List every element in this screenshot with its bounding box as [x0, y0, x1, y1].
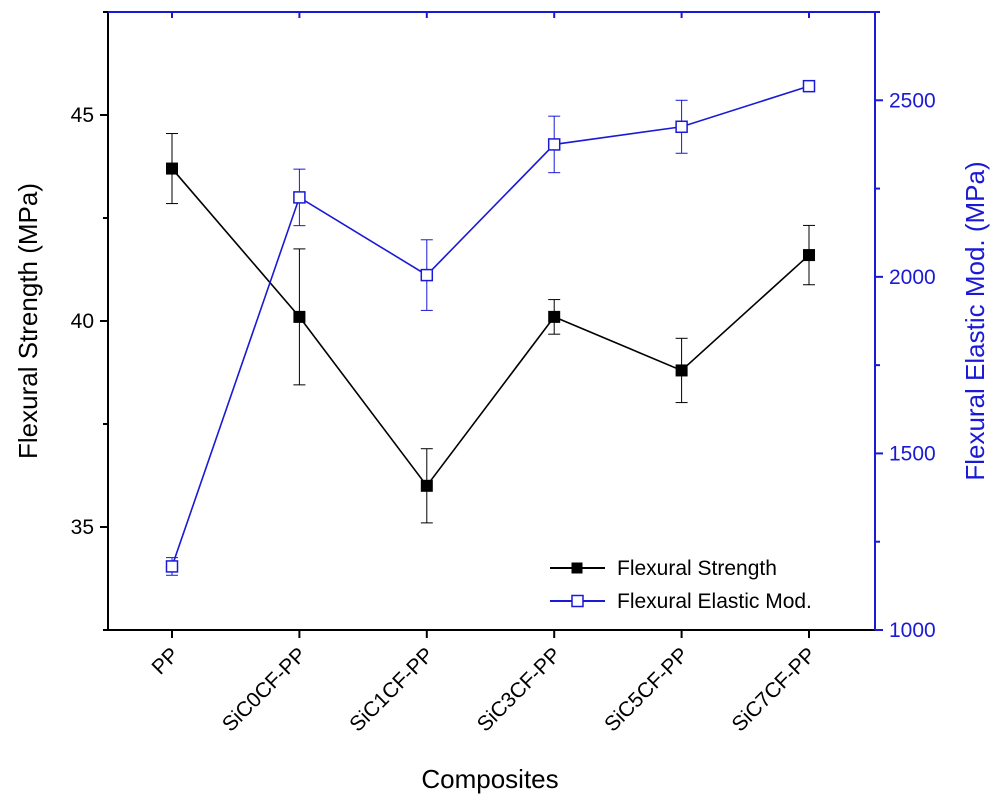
legend-label-strength: Flexural Strength [617, 557, 777, 580]
x-axis-title: Composites [421, 764, 558, 794]
data-point [293, 310, 306, 323]
data-point [803, 249, 815, 262]
data-point [293, 191, 306, 204]
legend-marker-modulus [571, 594, 584, 608]
y2-axis-title: Flexural Elastic Mod. (MPa) [960, 161, 990, 480]
y2-tick-label: 1500 [889, 442, 936, 465]
x-tick-label: SiC1CF-PP [345, 643, 438, 736]
data-point [547, 138, 561, 151]
data-point [420, 268, 434, 282]
y-tick-label: 40 [71, 310, 94, 333]
y2-tick-label: 2500 [889, 89, 936, 112]
y2-tick-label: 2000 [889, 266, 936, 289]
y-tick-label: 35 [71, 516, 94, 539]
data-point [166, 162, 178, 175]
series-line [171, 85, 810, 567]
axes: 35 40 45 1000 1500 2000 2500 PP SiC0CF-PP SiC1CF-… [71, 11, 936, 736]
data-point [548, 310, 561, 323]
legend-label-modulus: Flexural Elastic Mod. [617, 590, 812, 613]
x-tick-label: SiC3CF-PP [473, 643, 566, 736]
legend: Flexural Strength Flexural Elastic Mod. [550, 557, 812, 613]
y-axis-title: Flexural Strength (MPa) [13, 183, 43, 459]
data-point [675, 120, 688, 134]
data-point [675, 364, 688, 377]
y2-tick-label: 1000 [889, 619, 936, 642]
x-tick-label: SiC7CF-PP [728, 643, 821, 736]
data-point [420, 479, 433, 492]
data-point [165, 560, 179, 573]
series-layer [165, 79, 816, 576]
series-line [171, 168, 810, 488]
data-point [802, 79, 816, 93]
y-tick-label: 45 [71, 104, 94, 127]
x-tick-label: SiC5CF-PP [600, 643, 693, 736]
x-tick-label: PP [147, 643, 183, 679]
legend-marker-strength [571, 562, 583, 574]
x-tick-label: SiC0CF-PP [218, 643, 311, 736]
series-strength [166, 133, 815, 524]
series-modulus [165, 79, 816, 576]
